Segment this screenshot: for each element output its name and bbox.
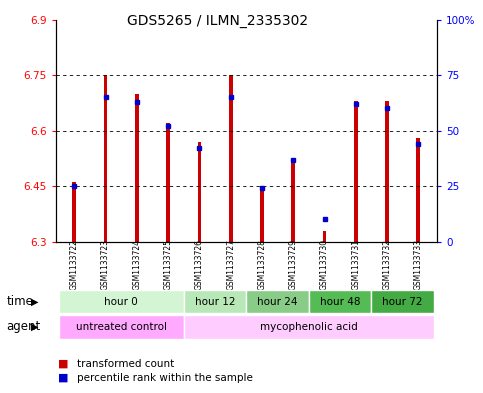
Text: GSM1133726: GSM1133726 xyxy=(195,239,204,290)
FancyBboxPatch shape xyxy=(58,316,184,339)
Bar xyxy=(385,101,389,242)
Text: hour 12: hour 12 xyxy=(195,297,235,307)
Bar xyxy=(416,138,420,242)
Text: GSM1133733: GSM1133733 xyxy=(414,239,423,290)
Text: ▶: ▶ xyxy=(31,322,39,332)
Text: GSM1133722: GSM1133722 xyxy=(70,239,79,290)
Text: hour 48: hour 48 xyxy=(320,297,360,307)
Bar xyxy=(72,182,76,242)
Text: GSM1133730: GSM1133730 xyxy=(320,239,329,290)
Bar xyxy=(323,231,327,242)
Text: percentile rank within the sample: percentile rank within the sample xyxy=(77,373,253,383)
Text: GDS5265 / ILMN_2335302: GDS5265 / ILMN_2335302 xyxy=(127,14,308,28)
Bar xyxy=(354,101,358,242)
Text: GSM1133729: GSM1133729 xyxy=(289,239,298,290)
Text: GSM1133732: GSM1133732 xyxy=(383,239,392,290)
Text: mycophenolic acid: mycophenolic acid xyxy=(260,322,358,332)
Text: hour 0: hour 0 xyxy=(104,297,138,307)
Text: hour 72: hour 72 xyxy=(383,297,423,307)
Text: GSM1133723: GSM1133723 xyxy=(101,239,110,290)
Text: GSM1133727: GSM1133727 xyxy=(226,239,235,290)
Bar xyxy=(260,186,264,242)
FancyBboxPatch shape xyxy=(58,290,184,313)
Bar xyxy=(198,142,201,242)
Text: ■: ■ xyxy=(58,358,69,369)
FancyBboxPatch shape xyxy=(309,290,371,313)
Text: ■: ■ xyxy=(58,373,69,383)
Text: GSM1133731: GSM1133731 xyxy=(351,239,360,290)
FancyBboxPatch shape xyxy=(184,316,434,339)
FancyBboxPatch shape xyxy=(246,290,309,313)
Text: agent: agent xyxy=(6,320,41,334)
Text: transformed count: transformed count xyxy=(77,358,174,369)
Bar xyxy=(135,94,139,242)
Bar xyxy=(166,123,170,242)
Text: GSM1133724: GSM1133724 xyxy=(132,239,142,290)
Bar xyxy=(291,160,295,242)
Text: hour 24: hour 24 xyxy=(257,297,298,307)
Bar xyxy=(229,75,233,242)
FancyBboxPatch shape xyxy=(184,290,246,313)
Text: untreated control: untreated control xyxy=(76,322,167,332)
Text: ▶: ▶ xyxy=(31,296,39,307)
Text: GSM1133725: GSM1133725 xyxy=(164,239,172,290)
FancyBboxPatch shape xyxy=(371,290,434,313)
Text: GSM1133728: GSM1133728 xyxy=(257,239,267,290)
Text: time: time xyxy=(6,295,33,308)
Bar xyxy=(104,75,107,242)
